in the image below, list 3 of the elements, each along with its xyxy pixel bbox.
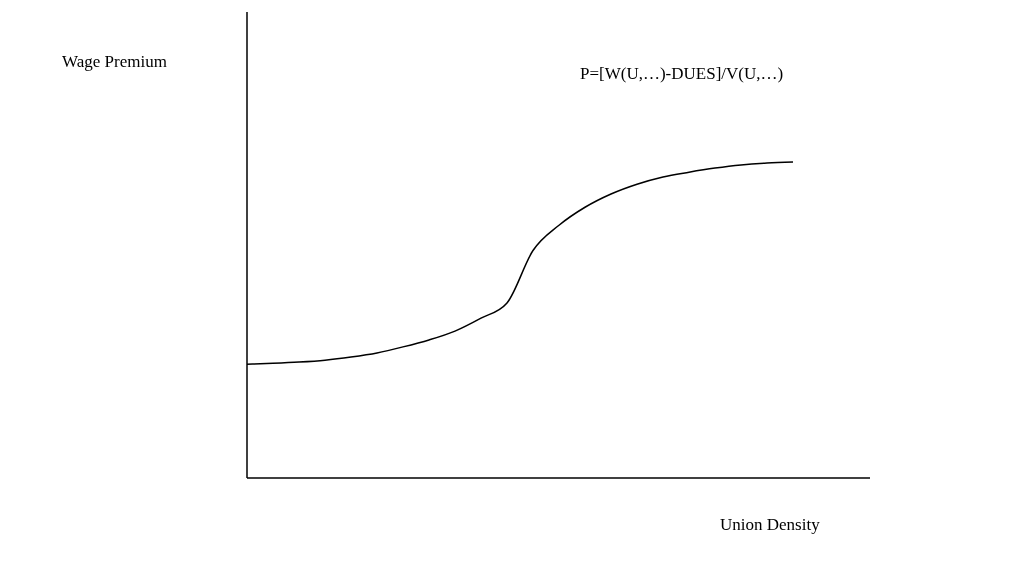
text: Wage Premium	[62, 52, 167, 72]
x-axis-title: Union Density	[720, 515, 820, 535]
text: P=[W(U,…)-DUES]/V(U,…)	[580, 64, 784, 84]
